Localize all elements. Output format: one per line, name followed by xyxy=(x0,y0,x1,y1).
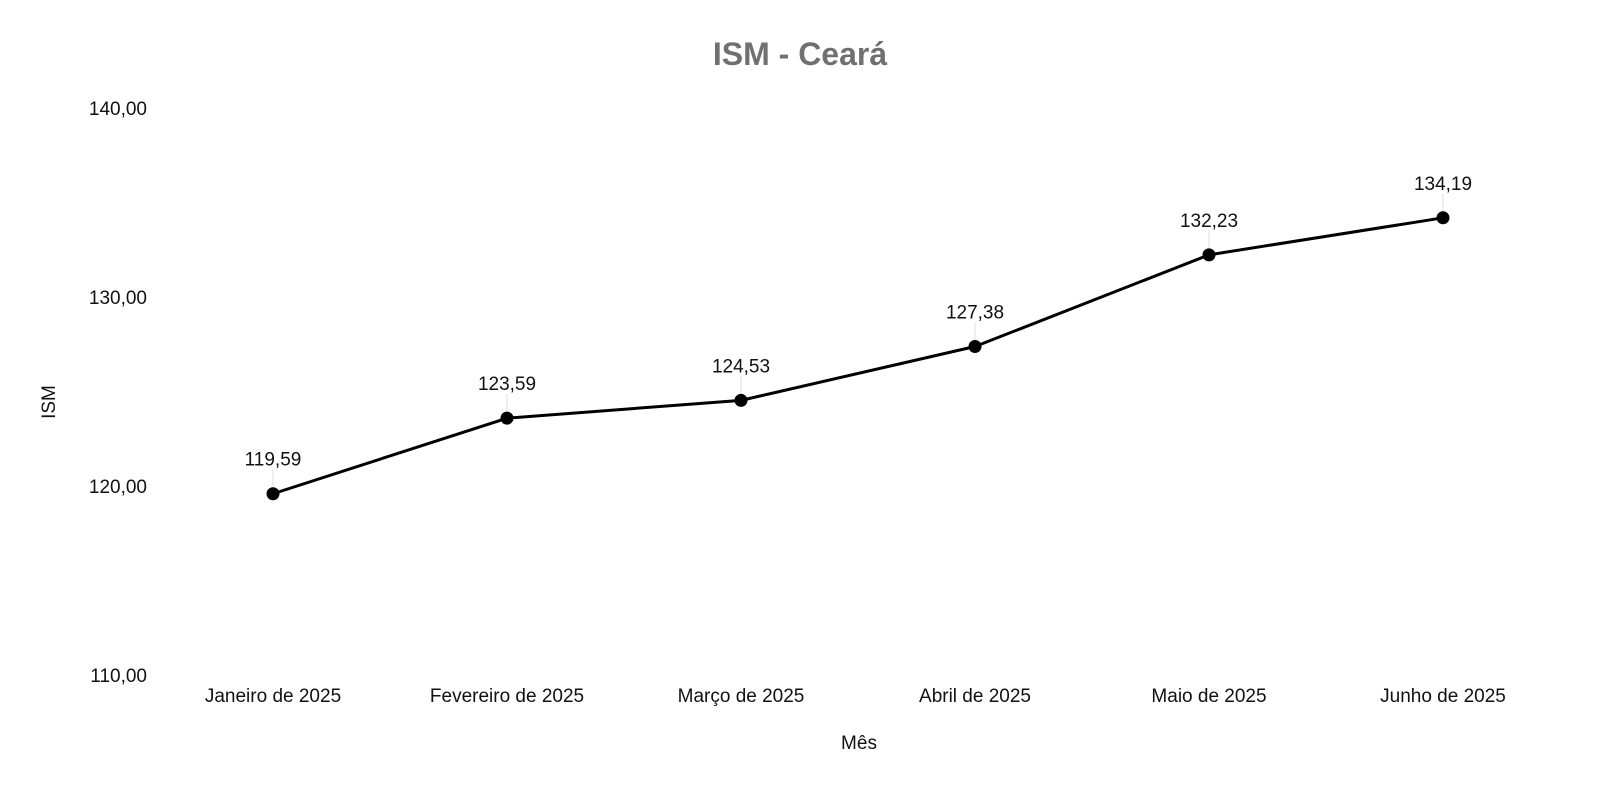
data-label-leaders xyxy=(272,193,1444,488)
data-labels: 119,59 123,59 124,53 127,38 132,23 134,19 xyxy=(245,174,1472,471)
data-point xyxy=(500,411,514,425)
x-tick-label: Junho de 2025 xyxy=(1380,686,1506,707)
data-point xyxy=(1202,248,1216,262)
data-label: 124,53 xyxy=(712,356,770,377)
x-axis-label: Mês xyxy=(841,733,877,754)
series-line xyxy=(271,216,1445,496)
data-point xyxy=(1436,211,1450,225)
x-axis-ticks: Janeiro de 2025 Fevereiro de 2025 Março de… xyxy=(205,686,1506,707)
data-point xyxy=(968,340,982,354)
y-axis-ticks: 110,00 120,00 130,00 140,00 xyxy=(89,99,147,687)
data-point xyxy=(266,487,280,501)
x-tick-label: Janeiro de 2025 xyxy=(205,686,341,707)
data-label: 119,59 xyxy=(245,450,302,471)
y-tick-label: 130,00 xyxy=(89,288,147,309)
x-tick-label: Março de 2025 xyxy=(678,686,805,707)
data-label: 123,59 xyxy=(478,374,536,395)
data-point xyxy=(734,393,748,407)
y-tick-label: 140,00 xyxy=(89,99,147,120)
y-axis-label: ISM xyxy=(39,385,60,419)
x-tick-label: Fevereiro de 2025 xyxy=(430,686,584,707)
data-label: 132,23 xyxy=(1180,211,1238,232)
x-tick-label: Maio de 2025 xyxy=(1151,686,1266,707)
data-points xyxy=(266,211,1450,501)
data-label: 127,38 xyxy=(946,303,1004,324)
chart-title: ISM - Ceará xyxy=(713,36,887,72)
y-tick-label: 120,00 xyxy=(89,477,147,498)
data-label: 134,19 xyxy=(1414,174,1472,195)
x-tick-label: Abril de 2025 xyxy=(919,686,1031,707)
y-tick-label: 110,00 xyxy=(90,666,147,687)
